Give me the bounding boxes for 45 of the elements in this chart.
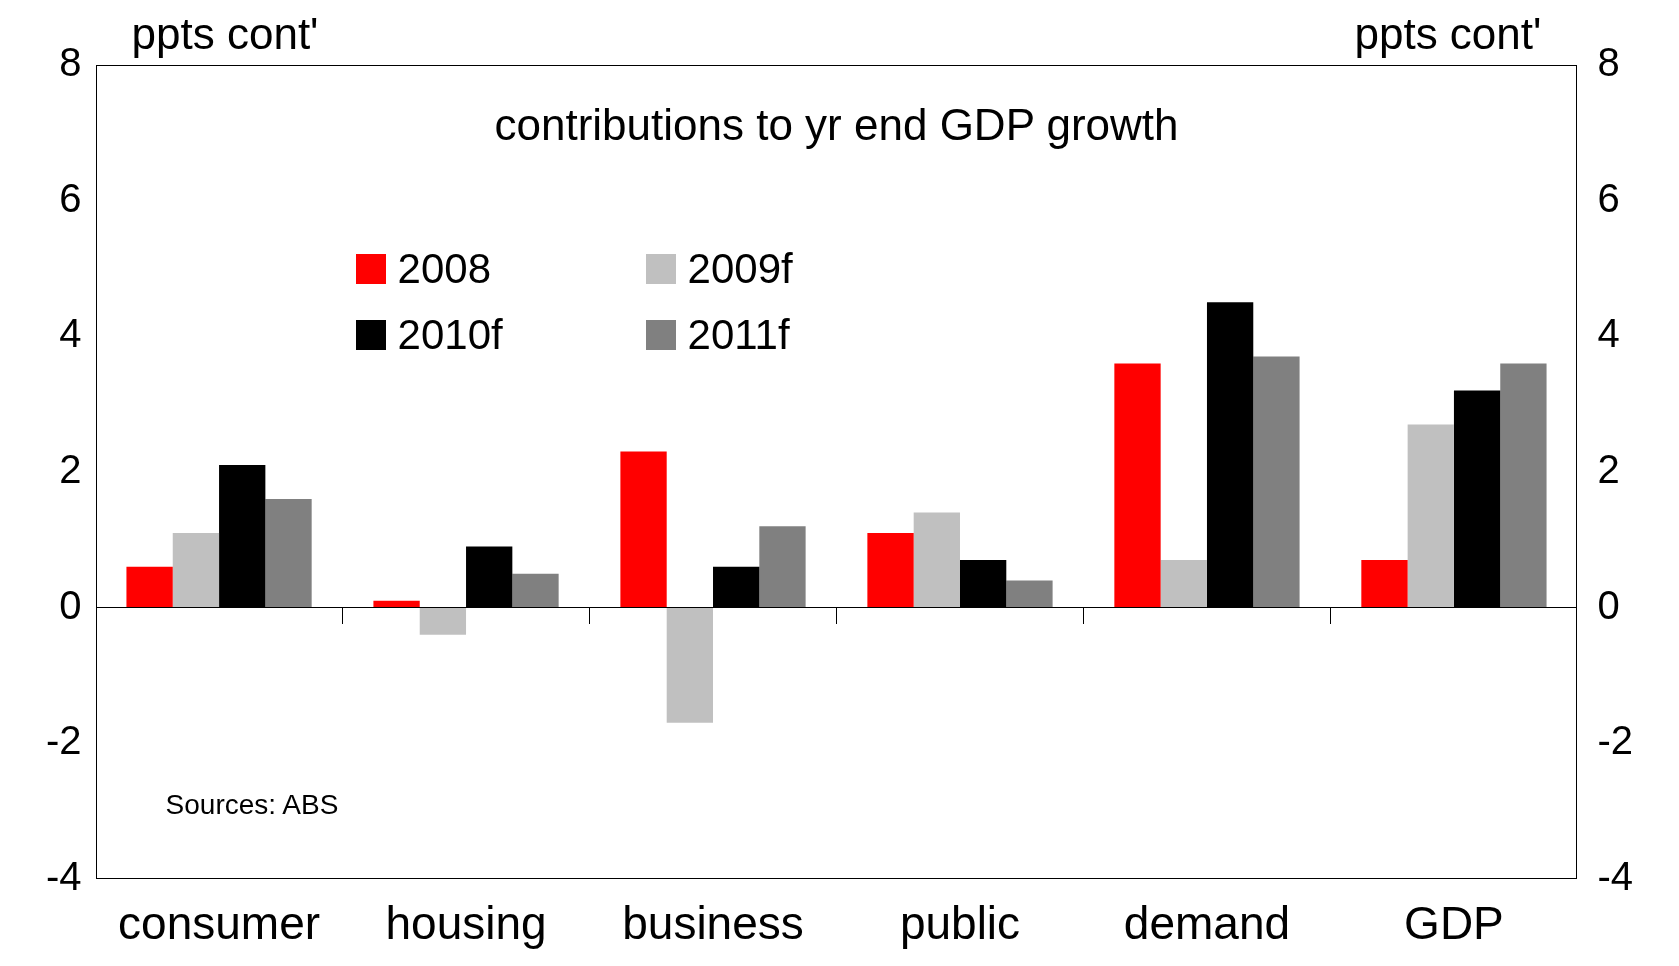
bar: [126, 566, 173, 608]
y2-tick-label: 4: [1597, 311, 1620, 356]
legend-label: 2011f: [687, 311, 790, 359]
bar: [1253, 356, 1300, 608]
bar: [759, 526, 806, 608]
y2-tick-label: 2: [1597, 446, 1620, 491]
y2-axis-title: ppts cont': [1354, 9, 1542, 59]
legend-label: 2010f: [397, 311, 503, 359]
y-tick-label: -2: [45, 718, 82, 763]
y-tick-label: 2: [59, 446, 82, 491]
y-tick-label: 6: [59, 175, 82, 220]
annotation: Sources: ABS: [165, 788, 339, 821]
x-tick-label: public: [899, 897, 1021, 950]
bar: [1361, 560, 1408, 608]
x-tick-label: business: [622, 897, 804, 950]
x-tick-label: housing: [385, 897, 547, 950]
y-axis-title: ppts cont': [131, 9, 319, 59]
bar: [265, 499, 312, 608]
bar: [172, 532, 220, 608]
x-tick-label: demand: [1123, 897, 1291, 950]
x-tick-label: GDP: [1404, 897, 1504, 950]
y2-tick-label: -4: [1597, 853, 1634, 898]
bar: [1006, 580, 1053, 608]
y-tick-label: 0: [59, 582, 82, 627]
bar: [1500, 363, 1547, 608]
bar: [1160, 560, 1207, 608]
bar: [1407, 424, 1454, 608]
y2-tick-label: 6: [1597, 175, 1620, 220]
bar: [666, 607, 714, 723]
bar: [620, 451, 667, 608]
y2-tick-label: -2: [1597, 718, 1634, 763]
bar: [419, 607, 467, 635]
bar: [867, 532, 914, 608]
y2-tick-label: 8: [1597, 40, 1620, 85]
y-tick-label: 4: [59, 311, 82, 356]
x-tick-label: consumer: [118, 897, 321, 950]
legend-label: 2009f: [687, 245, 793, 293]
bar: [512, 573, 559, 608]
legend-label: 2008: [397, 245, 491, 293]
text: contributions to yr end GDP growth: [493, 100, 1180, 150]
bar: [1114, 363, 1161, 608]
bar: [913, 512, 960, 608]
y-tick-label: 8: [59, 40, 82, 85]
y2-tick-label: 0: [1597, 582, 1620, 627]
y-tick-label: -4: [45, 853, 82, 898]
